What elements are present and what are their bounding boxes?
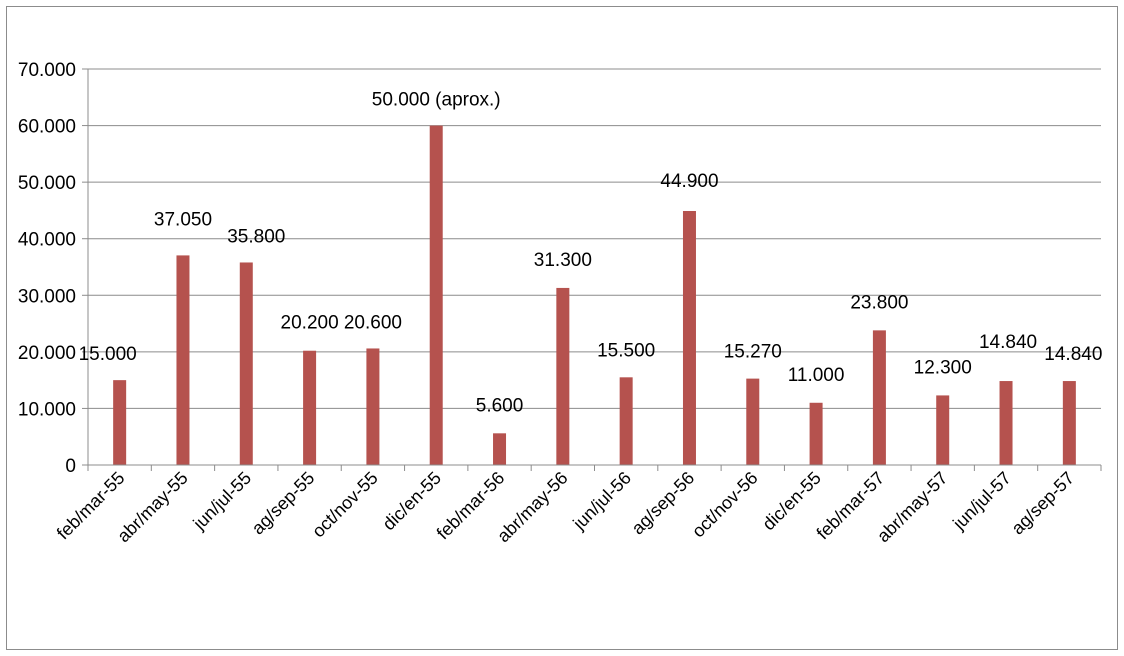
bar xyxy=(619,377,633,465)
data-label: 15.500 xyxy=(597,340,655,361)
bar xyxy=(1062,381,1076,465)
x-tick-label: dic/en-55 xyxy=(379,468,446,535)
x-axis-ticks: feb/mar-55abr/may-55jun/jul-55ag/sep-55o… xyxy=(53,465,1102,546)
bar xyxy=(176,255,190,465)
data-label: 5.600 xyxy=(476,395,524,416)
data-label: 14.840 xyxy=(1044,344,1102,365)
bar xyxy=(366,348,380,465)
data-label: 14.840 xyxy=(979,332,1037,353)
bar xyxy=(239,262,253,465)
x-tick-label: oct/nov-56 xyxy=(688,468,762,542)
bars xyxy=(113,125,1076,466)
bar xyxy=(746,378,760,465)
data-label: 31.300 xyxy=(534,250,592,271)
bar xyxy=(113,380,127,465)
y-tick-label: 70.000 xyxy=(18,60,76,81)
data-label: 15.000 xyxy=(79,344,137,365)
data-label: 11.000 xyxy=(788,365,845,386)
y-tick-label: 20.000 xyxy=(18,343,76,364)
data-label: 35.800 xyxy=(227,226,285,247)
y-tick-label: 50.000 xyxy=(18,173,76,194)
data-labels: 15.000 37.050 35.800 20.200 20.600 50.000 (ap… xyxy=(79,90,1103,417)
x-tick-label: ag/sep-57 xyxy=(1007,468,1078,539)
y-tick-label: 60.000 xyxy=(18,117,76,138)
data-label: 20.200 xyxy=(281,313,339,334)
bar xyxy=(809,402,823,465)
bar xyxy=(999,381,1013,465)
x-tick-label: jun/jul-57 xyxy=(948,468,1015,535)
y-tick-label: 0 xyxy=(65,456,76,477)
x-tick-label: oct/nov-55 xyxy=(308,468,382,542)
gridlines xyxy=(88,68,1101,409)
x-tick-label: jun/jul-56 xyxy=(568,468,635,535)
bar xyxy=(682,210,696,465)
bar xyxy=(936,395,950,465)
data-label: 12.300 xyxy=(914,357,972,378)
y-axis-ticks: 0 10.000 20.000 30.000 40.000 50.000 60.000 70.… xyxy=(18,60,88,477)
data-label: 44.900 xyxy=(660,171,718,192)
data-label: 20.600 xyxy=(344,312,402,333)
y-tick-label: 40.000 xyxy=(18,230,76,251)
bar xyxy=(872,330,886,465)
y-tick-label: 30.000 xyxy=(18,286,76,307)
data-label: 50.000 (aprox.) xyxy=(372,90,501,111)
data-label: 15.270 xyxy=(724,342,782,363)
y-tick-label: 10.000 xyxy=(18,399,76,420)
data-label: 37.050 xyxy=(154,209,212,230)
bar xyxy=(556,287,570,465)
bar xyxy=(429,125,443,466)
data-label: 23.800 xyxy=(850,292,908,313)
bar xyxy=(303,350,317,465)
bar xyxy=(493,433,507,465)
x-tick-label: jun/jul-55 xyxy=(189,468,256,535)
x-tick-label: dic/en-55 xyxy=(758,468,825,535)
